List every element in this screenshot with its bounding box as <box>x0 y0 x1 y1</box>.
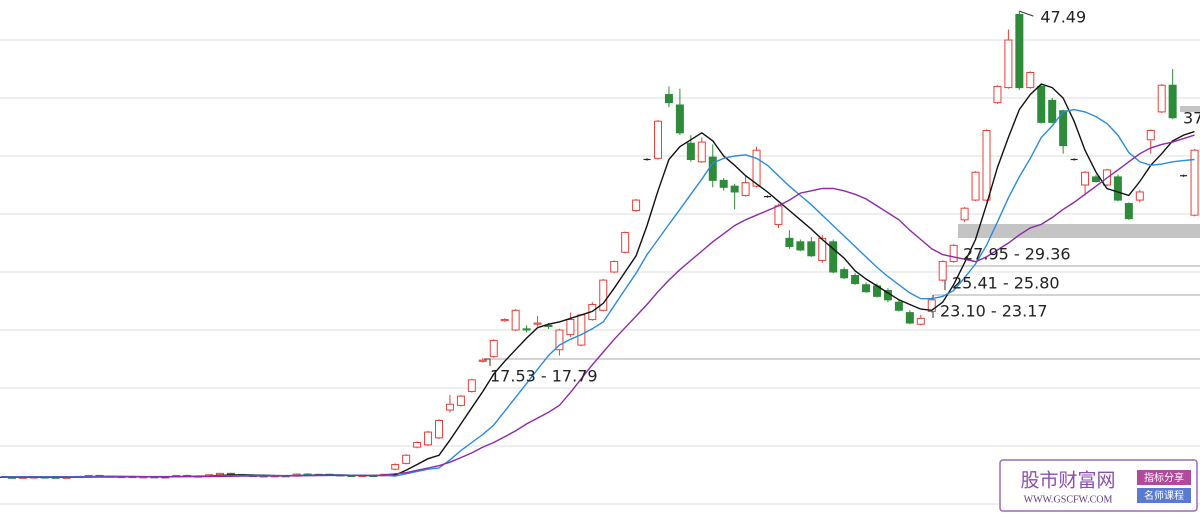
annotation: 23.10 - 23.17 <box>940 302 1048 321</box>
candle-body <box>894 301 903 311</box>
candle-body <box>1190 149 1199 216</box>
candle-body <box>1092 176 1100 183</box>
candle-body <box>829 241 838 273</box>
tag-box <box>1137 470 1191 485</box>
annotation: 27.95 - 29.36 <box>963 245 1071 264</box>
watermark-url: WWW.GSCFW.COM <box>1024 494 1113 505</box>
candle-body <box>1026 71 1035 89</box>
moving-averages <box>1 83 1195 478</box>
candle-body <box>993 85 1002 104</box>
high-label: 47.49 <box>1040 8 1086 27</box>
candle-body <box>774 205 783 225</box>
candle-body <box>1004 39 1013 89</box>
candle-body <box>796 241 805 251</box>
candle-body <box>533 322 542 325</box>
candle-body <box>654 120 662 159</box>
candle-body <box>862 284 871 293</box>
candle-body <box>566 319 575 336</box>
annotation: 37 <box>1183 109 1200 128</box>
candle-body <box>730 185 739 193</box>
candle-body <box>971 171 980 201</box>
candle-body <box>927 299 936 312</box>
candle-body <box>1059 110 1068 147</box>
candle-body <box>216 472 224 476</box>
grid <box>0 39 1200 505</box>
candle-body <box>402 454 411 464</box>
candle-body <box>621 232 630 253</box>
candle-body <box>413 442 422 448</box>
candle-body <box>1168 84 1177 119</box>
candle-body <box>982 129 991 201</box>
ma-line <box>1 108 1195 478</box>
level-band <box>1180 106 1200 112</box>
candle-body <box>938 261 947 281</box>
candle-body <box>599 279 608 311</box>
candle-body <box>675 104 684 134</box>
candle-body <box>1157 84 1166 113</box>
watermark-title: 股市财富网 <box>1020 470 1115 492</box>
candle-body <box>697 141 706 163</box>
candle-body <box>719 179 728 188</box>
candle-body <box>489 339 498 358</box>
annotation: 25.41 - 25.80 <box>952 274 1060 293</box>
candle-body <box>478 359 487 362</box>
candle-body <box>391 464 400 470</box>
candle-body <box>664 94 673 104</box>
high-pointer <box>1019 10 1034 17</box>
candle-body <box>1113 176 1122 201</box>
candle-body <box>905 312 914 324</box>
candle-body <box>435 419 443 439</box>
candle-body <box>1015 13 1024 89</box>
candle-body <box>511 309 520 331</box>
candle-body <box>752 149 761 187</box>
candle-body <box>851 274 860 285</box>
candle-body <box>610 261 619 273</box>
candle-body <box>686 142 695 160</box>
candle-body <box>1081 171 1090 186</box>
candle-body <box>785 237 794 247</box>
candle-body <box>632 199 641 212</box>
candle-body <box>456 395 465 406</box>
candle-body <box>1048 99 1057 123</box>
level-tick <box>484 358 491 366</box>
candle-body <box>949 244 958 263</box>
candle-body <box>522 328 531 331</box>
annotation: 17.53 - 17.79 <box>490 367 598 386</box>
candle-body <box>708 156 717 181</box>
tag-box <box>1137 488 1191 503</box>
annotations <box>484 106 1200 366</box>
candle-body <box>1037 85 1046 123</box>
candle-body <box>424 431 433 446</box>
watermark-tag: 指标分享 <box>1144 471 1184 484</box>
ma-line <box>1 134 1195 478</box>
candle-body <box>555 329 564 351</box>
labels: 17.53 - 17.79 23.10 - 23.17 25.41 - 25.80 2… <box>490 8 1200 386</box>
candle-body <box>445 403 454 411</box>
candle-body <box>577 314 586 346</box>
candle-body <box>741 182 750 196</box>
watermark: 股市财富网 WWW.GSCFW.COM 指标分享 名师课程 <box>999 459 1198 512</box>
candle-body <box>807 241 816 257</box>
candle-body <box>500 319 509 322</box>
candle-body <box>960 207 969 221</box>
candle-body <box>1146 129 1155 141</box>
level-band <box>958 224 1200 238</box>
candles <box>0 11 1199 479</box>
candle-body <box>1135 191 1144 201</box>
candle-body <box>916 317 925 325</box>
candle-body <box>1124 203 1133 220</box>
watermark-tag: 名师课程 <box>1144 489 1184 502</box>
candle-body <box>840 269 849 279</box>
candle-body <box>467 379 476 392</box>
candle-body <box>818 237 827 261</box>
